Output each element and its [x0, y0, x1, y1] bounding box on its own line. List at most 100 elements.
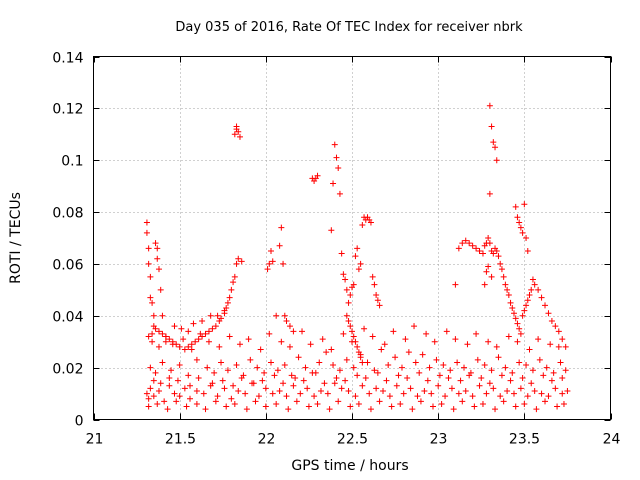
data-point — [473, 330, 480, 337]
data-point — [560, 400, 567, 407]
data-point — [286, 343, 293, 350]
data-point — [247, 356, 254, 363]
data-point — [424, 377, 431, 384]
data-point — [547, 341, 554, 348]
data-point — [335, 398, 342, 405]
data-point — [273, 312, 280, 319]
data-point — [180, 336, 187, 343]
data-point — [204, 364, 211, 371]
data-point — [526, 346, 533, 353]
data-point — [147, 273, 154, 280]
data-point — [485, 338, 492, 345]
data-point — [214, 312, 221, 319]
data-point — [535, 286, 542, 293]
data-point — [488, 273, 495, 280]
data-point — [155, 266, 162, 273]
data-point — [161, 398, 168, 405]
data-point — [233, 362, 240, 369]
data-point — [524, 247, 531, 254]
data-point — [145, 260, 152, 267]
data-point — [317, 387, 324, 394]
data-point — [459, 240, 466, 247]
data-point — [378, 346, 385, 353]
data-point — [145, 245, 152, 252]
data-point — [355, 400, 362, 407]
data-point — [224, 367, 231, 374]
data-point — [162, 333, 169, 340]
data-point — [398, 364, 405, 371]
data-point — [486, 240, 493, 247]
data-point — [423, 330, 430, 337]
data-point — [559, 390, 566, 397]
data-point — [529, 367, 536, 374]
data-point — [523, 362, 530, 369]
data-point — [154, 255, 161, 262]
data-point — [231, 131, 238, 138]
data-point — [397, 400, 404, 407]
y-axis-label: ROTI / TECUs — [8, 192, 24, 284]
data-point — [535, 336, 542, 343]
data-point — [483, 390, 490, 397]
data-point — [533, 406, 540, 413]
data-point — [538, 294, 545, 301]
data-point — [212, 398, 219, 405]
data-point — [335, 164, 342, 171]
data-point — [392, 354, 399, 361]
data-point — [336, 367, 343, 374]
data-point — [216, 317, 223, 324]
data-point — [157, 380, 164, 387]
data-point — [276, 387, 283, 394]
data-point — [521, 201, 528, 208]
data-point — [528, 380, 535, 387]
data-point — [512, 315, 519, 322]
data-point — [221, 310, 228, 317]
data-point — [481, 362, 488, 369]
data-point — [421, 387, 428, 394]
y-tick-labels: 0 0.02 0.04 0.06 0.08 0.1 0.12 0.14 — [52, 51, 83, 430]
data-point — [211, 369, 218, 376]
data-point — [517, 385, 524, 392]
x-tick-labels: 21 21.5 22 22.5 23 23.5 24 — [86, 432, 621, 448]
data-point — [155, 328, 162, 335]
data-point — [380, 387, 387, 394]
data-point — [235, 255, 242, 262]
data-point — [498, 372, 505, 379]
data-point — [486, 102, 493, 109]
data-point — [521, 400, 528, 407]
data-point — [374, 297, 381, 304]
data-point — [314, 400, 321, 407]
data-point — [250, 380, 257, 387]
data-point — [493, 247, 500, 254]
x-tick-label: 24 — [603, 432, 621, 448]
data-point — [545, 310, 552, 317]
data-point — [219, 377, 226, 384]
data-point — [149, 299, 156, 306]
data-point — [431, 338, 438, 345]
data-point — [171, 390, 178, 397]
data-point — [402, 336, 409, 343]
data-point — [352, 393, 359, 400]
data-point — [564, 387, 571, 394]
data-point — [452, 336, 459, 343]
data-point — [412, 359, 419, 366]
data-point — [302, 364, 309, 371]
data-point — [538, 390, 545, 397]
data-point — [350, 333, 357, 340]
data-point — [209, 325, 216, 332]
data-point — [354, 245, 361, 252]
data-point — [254, 364, 261, 371]
data-point — [269, 258, 276, 265]
data-point — [147, 364, 154, 371]
data-point — [374, 369, 381, 376]
data-point — [443, 328, 450, 335]
data-point — [192, 338, 199, 345]
data-point — [521, 307, 528, 314]
data-point — [373, 385, 380, 392]
data-point — [552, 323, 559, 330]
data-point — [333, 375, 340, 382]
data-point — [529, 276, 536, 283]
data-point — [321, 380, 328, 387]
data-point — [154, 245, 161, 252]
data-point — [324, 390, 331, 397]
data-point — [173, 341, 180, 348]
